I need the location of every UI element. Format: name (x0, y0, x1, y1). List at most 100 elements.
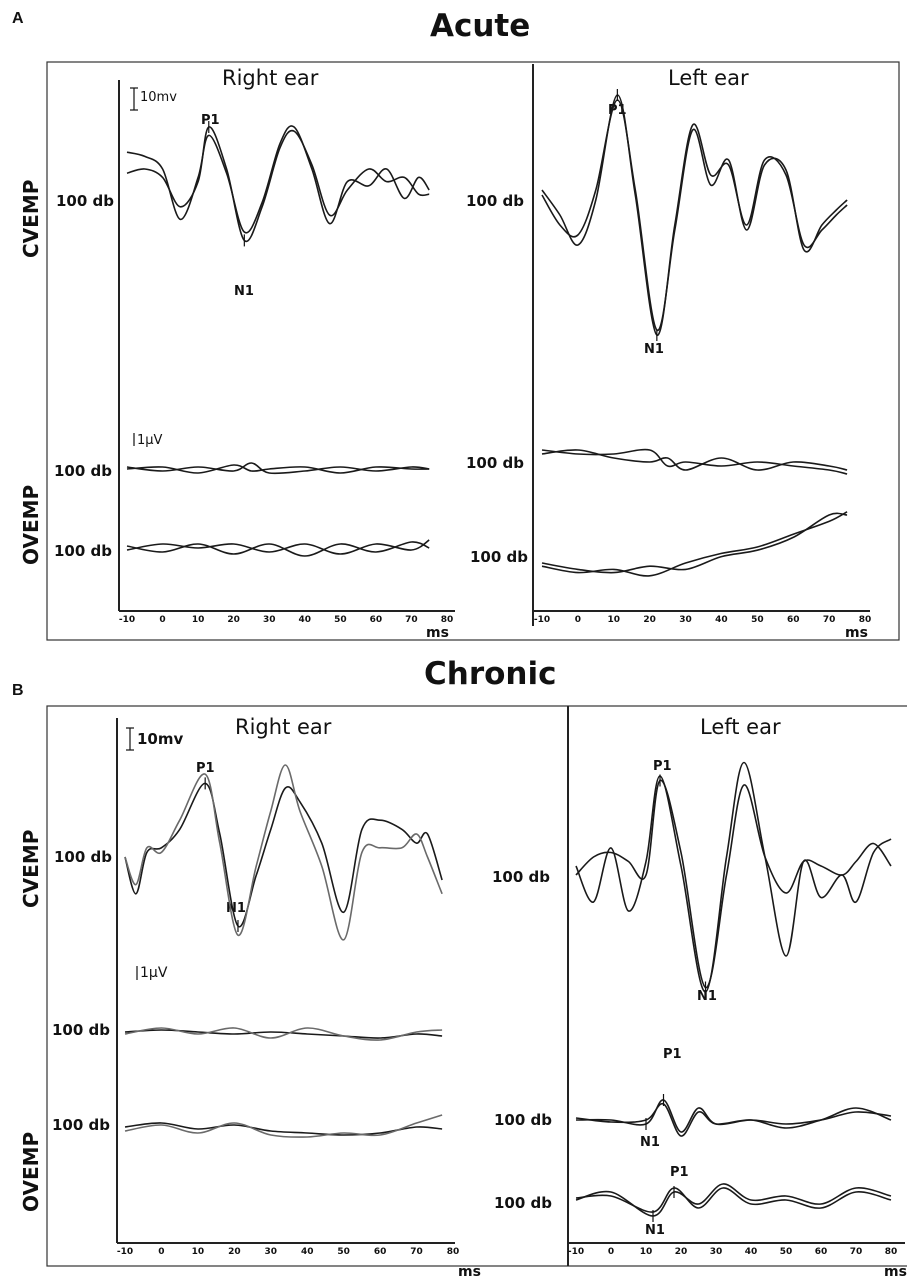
waveform-ovemp-left-ear-trace-2 (541, 511, 848, 577)
x-tick-label: 30 (710, 1247, 723, 1257)
waveform-cvemp-left-ear-trace-1 (541, 94, 848, 336)
waveform-ovemp-left-ear-trace-1 (575, 1183, 892, 1217)
panel-a-ovemp-label: OVEMP (19, 485, 43, 565)
panel-a-letter: A (12, 10, 24, 27)
scale-label-ovemp-a: 1μV (137, 433, 163, 448)
x-tick-label: 0 (575, 615, 581, 625)
x-tick-label: 50 (334, 615, 347, 625)
level-label: 100 db (52, 1021, 110, 1039)
waveform-cvemp-right-ear-trace-1 (124, 782, 443, 928)
x-tick-label: 20 (227, 615, 240, 625)
x-tick-label: 60 (370, 615, 383, 625)
peak-label-n1: N1 (640, 1135, 660, 1150)
scale-bar-cvemp-a (130, 87, 138, 111)
x-tick-label: 70 (410, 1247, 423, 1257)
panel-a-cvemp-label: CVEMP (19, 180, 43, 258)
x-tick-label: 60 (374, 1247, 387, 1257)
waveform-ovemp-right-ear-trace-2 (124, 1027, 443, 1041)
x-tick-label: 20 (228, 1247, 241, 1257)
x-tick-label: -10 (534, 615, 550, 625)
level-label: 100 db (492, 868, 550, 886)
x-unit-label: ms (458, 1264, 481, 1279)
peak-label-n1: N1 (645, 1223, 665, 1238)
panel-b-right-ear-title: Right ear (235, 715, 332, 739)
peak-label-p1: P1 (663, 1047, 682, 1062)
level-label: 100 db (52, 1116, 110, 1134)
waveform-ovemp-left-ear-trace-1 (575, 1099, 892, 1133)
x-tick-label: 70 (850, 1247, 863, 1257)
waveform-cvemp-right-ear-trace-2 (124, 764, 443, 941)
peak-label-n1: N1 (234, 284, 254, 299)
waveform-ovemp-right-ear-trace-1 (126, 464, 430, 474)
x-tick-label: 10 (608, 615, 621, 625)
x-tick-label: 50 (751, 615, 764, 625)
waveform-ovemp-right-ear-trace-2 (124, 1114, 443, 1138)
peak-label-n1: N1 (697, 989, 717, 1004)
waveform-ovemp-left-ear-trace-2 (575, 1102, 892, 1137)
peak-label-n1: N1 (644, 342, 664, 357)
x-tick-label: 40 (715, 615, 728, 625)
waveform-ovemp-left-ear-trace-2 (575, 1187, 892, 1213)
waveform-cvemp-left-ear-trace-2 (541, 99, 848, 331)
scale-label-cvemp-b: 10mv (137, 730, 184, 748)
level-label: 100 db (494, 1194, 552, 1212)
x-tick-label: 50 (780, 1247, 793, 1257)
waveform-cvemp-right-ear-trace-1 (126, 126, 430, 243)
x-tick-label: 20 (675, 1247, 688, 1257)
x-unit-label: ms (426, 625, 449, 641)
x-tick-label: 80 (885, 1247, 898, 1257)
scale-label-ovemp-b: 1μV (140, 965, 168, 981)
tick-labels: -10 0 10 20 30 40 50 60 70 80 -10 0 10 20 30 40 50 60 70 80… (117, 615, 897, 1257)
panel-b-frame (46, 705, 907, 1267)
waveform-ovemp-left-ear-trace-2 (541, 449, 848, 471)
panel-a-title: Acute (430, 8, 531, 44)
x-tick-label: 20 (643, 615, 656, 625)
waveform-ovemp-left-ear-trace-1 (541, 512, 848, 574)
peak-label-p1: P1 (201, 113, 220, 128)
x-tick-label: 0 (159, 615, 165, 625)
x-tick-label: 40 (301, 1247, 314, 1257)
panel-b-left-ear-title: Left ear (700, 715, 781, 739)
waveform-traces (124, 89, 892, 1222)
level-label: 100 db (54, 542, 112, 560)
panel-b-title: Chronic (424, 656, 557, 692)
x-tick-label: -10 (119, 615, 135, 625)
x-tick-label: 30 (679, 615, 692, 625)
level-label: 100 db (466, 192, 524, 210)
level-label: 100 db (54, 848, 112, 866)
waveform-cvemp-left-ear-trace-2 (575, 761, 892, 993)
panel-b-letter: B (12, 682, 24, 699)
level-label: 100 db (466, 454, 524, 472)
x-tick-label: 30 (265, 1247, 278, 1257)
panel-a-left-ear-title: Left ear (668, 66, 749, 90)
scale-bar-cvemp-b (126, 727, 134, 751)
panel-b-cvemp-label: CVEMP (19, 830, 43, 908)
x-tick-label: 10 (192, 1247, 205, 1257)
x-tick-label: 70 (405, 615, 418, 625)
x-tick-label: 70 (823, 615, 836, 625)
x-tick-label: 0 (158, 1247, 164, 1257)
level-label: 100 db (56, 192, 114, 210)
level-label: 100 db (494, 1111, 552, 1129)
peak-label-p1: P1 (653, 759, 672, 774)
x-unit-label: ms (845, 625, 868, 641)
x-tick-label: 80 (859, 615, 872, 625)
waveform-ovemp-left-ear-trace-1 (541, 448, 848, 475)
x-unit-label: ms (884, 1264, 907, 1279)
x-tick-label: 80 (447, 1247, 460, 1257)
waveform-ovemp-right-ear-trace-2 (126, 462, 430, 475)
peak-label-p1: P1 (196, 761, 215, 776)
level-label: 100 db (470, 548, 528, 566)
x-tick-label: 50 (337, 1247, 350, 1257)
x-tick-label: 40 (299, 615, 312, 625)
waveform-ovemp-right-ear-trace-1 (124, 1122, 443, 1136)
level-label: 100 db (54, 462, 112, 480)
x-tick-label: 30 (263, 615, 276, 625)
x-tick-label: 60 (787, 615, 800, 625)
waveform-cvemp-right-ear-trace-2 (126, 125, 430, 234)
waveform-ovemp-right-ear-trace-2 (126, 539, 430, 555)
x-tick-label: 0 (608, 1247, 614, 1257)
x-tick-label: 60 (815, 1247, 828, 1257)
x-tick-label: 40 (745, 1247, 758, 1257)
panel-b-ovemp-label: OVEMP (19, 1132, 43, 1212)
